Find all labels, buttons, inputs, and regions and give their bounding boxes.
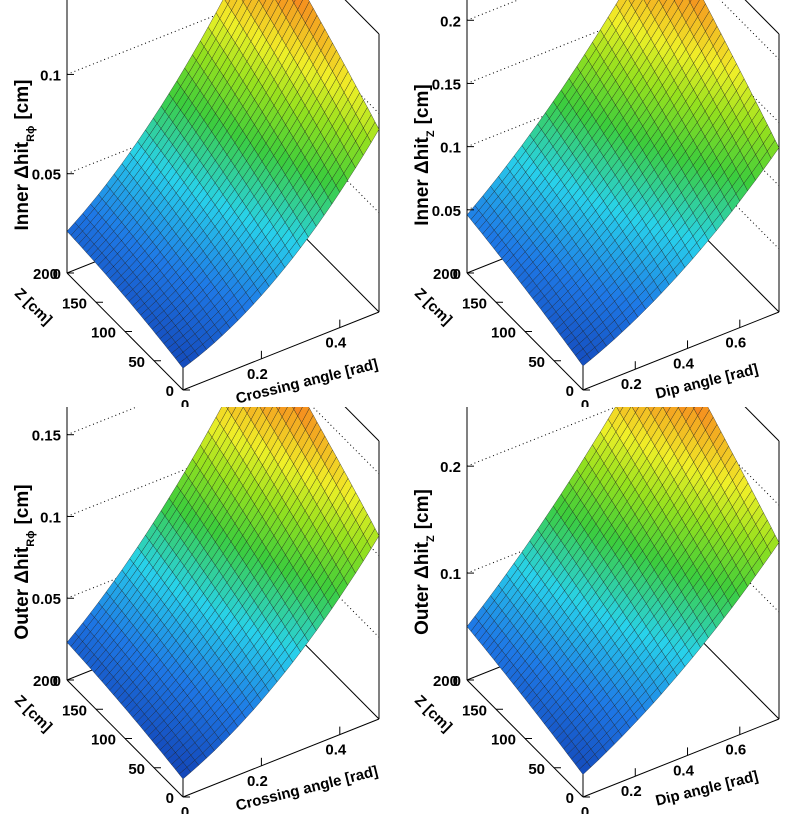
z-tick-label: 0.15 [432, 76, 461, 93]
z-axis-label-subscript: Z [425, 535, 437, 542]
y-tick-label: 0 [566, 383, 574, 400]
surface-plot-inner-z: 00.20.40.605010015020000.050.10.150.2Dip… [411, 0, 780, 407]
surface-mesh [466, 407, 780, 775]
x-tick-label: 0 [581, 804, 589, 814]
z-tick-label: 0.05 [432, 203, 461, 220]
y-tick-label: 0 [166, 383, 174, 400]
y-tick-label: 100 [91, 732, 116, 749]
y-tick-label: 200 [33, 266, 58, 283]
z-axis-label: Inner ΔhitRϕ[cm] [12, 80, 37, 231]
x-tick-label: 0 [181, 804, 189, 814]
svg-text:Inner ΔhitZ[cm]: Inner ΔhitZ[cm] [412, 84, 437, 225]
z-axis-label: Inner ΔhitZ[cm] [412, 84, 437, 225]
z-axis-label-subscript: Rϕ [25, 531, 37, 547]
x-tick-label: 0.2 [247, 773, 268, 790]
z-tick-label: 0.1 [40, 509, 61, 526]
axes-front [466, 465, 780, 798]
surface-cell [276, 407, 281, 411]
y-axis-label: Z [cm] [11, 285, 55, 328]
x-tick-label: 0.6 [725, 742, 746, 759]
surface-cell [226, 407, 229, 410]
x-tick-label: 0.4 [325, 335, 347, 352]
y-tick-label: 50 [528, 761, 545, 778]
x-tick-label: 0 [181, 397, 189, 407]
y-tick-label: 150 [462, 702, 487, 719]
z-axis-label: Outer ΔhitZ[cm] [412, 489, 437, 635]
surface-cell [578, 353, 592, 367]
y-tick-label: 100 [91, 325, 116, 342]
y-tick-label: 0 [566, 790, 574, 807]
y-axis-label: Z [cm] [411, 692, 455, 735]
surface-cell [241, 0, 245, 3]
surface-mesh [466, 0, 780, 367]
y-tick-label: 50 [128, 354, 145, 371]
svg-text:Outer ΔhitRϕ[cm]: Outer ΔhitRϕ[cm] [12, 484, 37, 639]
z-tick-label: 0 [453, 673, 461, 690]
x-tick-label: 0.4 [325, 742, 347, 759]
x-tick-label: 0.6 [725, 335, 746, 352]
y-tick-label: 200 [433, 673, 458, 690]
x-axis-label: Dip angle [rad] [654, 361, 760, 403]
z-tick-label: 0.1 [440, 140, 461, 157]
surface-cell [688, 0, 692, 3]
y-tick-label: 150 [62, 702, 87, 719]
y-tick-label: 50 [528, 354, 545, 371]
panel-inner-z: 0 0.2 0.4 0.6 0 50 100 150 200 0 0.05 0.1 0.15 0.2 Dip… [400, 0, 800, 407]
surface-plot-outer-rphi: 00.20.405010015020000.050.10.15Crossing … [11, 407, 380, 814]
panel-outer-rphi: 0 0.2 0.4 0 50 100 150 200 0 0.05 0.1 0.15 Crossing … [0, 407, 400, 814]
z-tick-label: 0.1 [440, 566, 461, 583]
z-tick-label: 0.05 [32, 591, 61, 608]
x-tick-label: 0.2 [621, 783, 642, 800]
z-axis-label-subscript: Rϕ [25, 126, 37, 142]
z-tick-label: 0 [53, 266, 61, 283]
y-tick-label: 100 [491, 325, 516, 342]
x-tick-label: 0.4 [673, 355, 695, 372]
surface-mesh [66, 0, 380, 369]
z-tick-label: 0 [53, 673, 61, 690]
panel-inner-rphi: 0 0.2 0.4 0 50 100 150 200 0 0.05 0.1 Crossing angl… [0, 0, 400, 407]
surface-cell [178, 767, 192, 780]
z-axis-label: Outer ΔhitRϕ[cm] [12, 484, 37, 639]
y-tick-label: 100 [491, 732, 516, 749]
axes-front [466, 19, 780, 391]
x-tick-label: 0 [581, 397, 589, 407]
surface-cell [578, 761, 592, 775]
z-axis-label-subscript: Z [425, 130, 437, 137]
surface-cell [692, 407, 695, 409]
surface-mesh [66, 407, 380, 780]
surface-cell [291, 0, 296, 4]
x-tick-label: 0.2 [247, 366, 268, 383]
y-tick-label: 150 [462, 295, 487, 312]
y-tick-label: 0 [166, 790, 174, 807]
axes-front [66, 73, 380, 391]
y-axis-label: Z [cm] [11, 692, 55, 735]
surface-cell [292, 407, 296, 410]
panel-outer-z: 0 0.2 0.4 0.6 0 50 100 150 200 0 0.1 0.2 Dip angle [… [400, 407, 800, 814]
svg-text:Outer ΔhitZ[cm]: Outer ΔhitZ[cm] [412, 489, 437, 635]
y-tick-label: 200 [433, 266, 458, 283]
axes-front [66, 434, 380, 798]
z-tick-label: 0.15 [32, 428, 61, 445]
surface-cell [178, 356, 192, 369]
x-tick-label: 0.2 [621, 376, 642, 393]
y-axis-label: Z [cm] [411, 285, 455, 328]
y-tick-label: 200 [33, 673, 58, 690]
z-tick-label: 0.2 [440, 13, 461, 30]
y-tick-label: 150 [62, 295, 87, 312]
z-tick-label: 0.05 [32, 167, 61, 184]
x-axis-label: Dip angle [rad] [654, 768, 760, 810]
z-tick-label: 0.1 [40, 67, 61, 84]
z-tick-label: 0.2 [440, 459, 461, 476]
svg-text:Inner ΔhitRϕ[cm]: Inner ΔhitRϕ[cm] [12, 80, 37, 231]
y-tick-label: 50 [128, 761, 145, 778]
z-tick-label: 0 [453, 266, 461, 283]
x-tick-label: 0.4 [673, 762, 695, 779]
